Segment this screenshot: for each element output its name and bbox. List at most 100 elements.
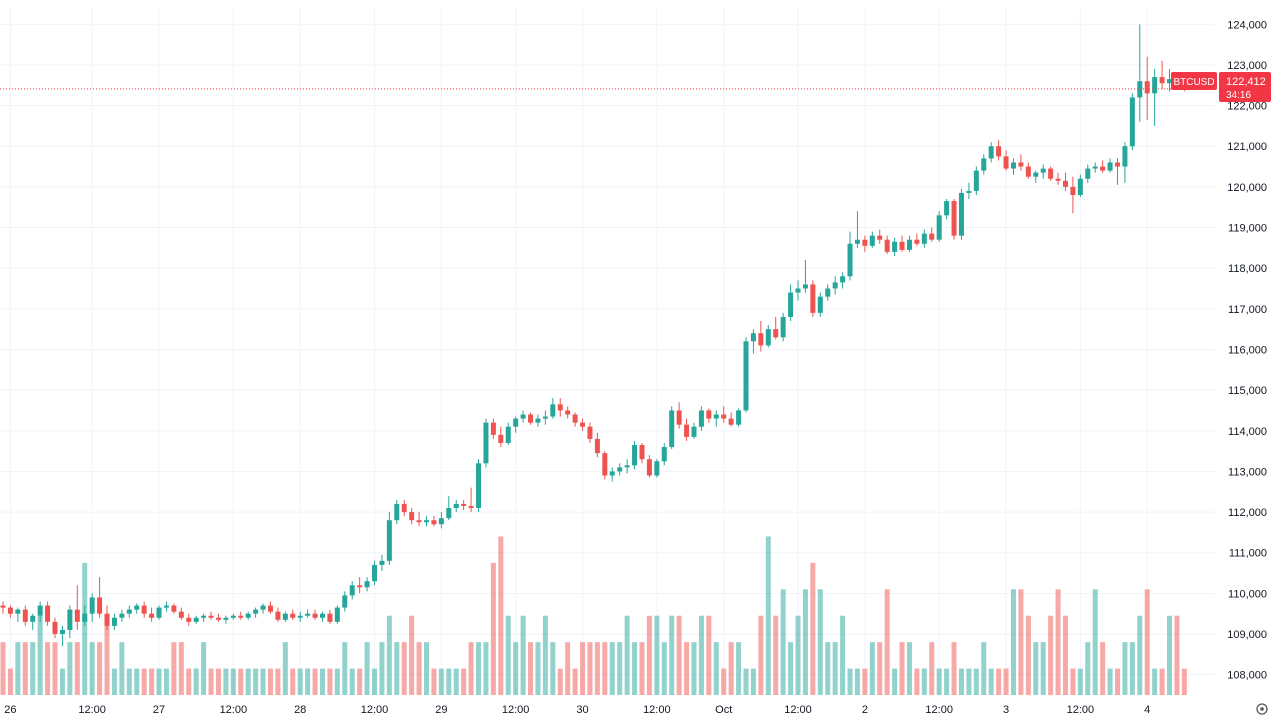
candle bbox=[208, 611, 214, 620]
candle bbox=[178, 607, 184, 620]
volume-bar bbox=[557, 668, 563, 695]
x-axis[interactable]: 26 12:00 27 12:00 28 12:00 29 12:00 30 12:00 Oct 12… bbox=[4, 704, 1150, 716]
volume-bar bbox=[490, 562, 496, 695]
candle bbox=[572, 412, 578, 427]
volume-bar bbox=[364, 642, 370, 695]
candle bbox=[22, 605, 28, 626]
candle bbox=[1167, 68, 1173, 92]
candle bbox=[1040, 164, 1046, 179]
candle bbox=[1062, 172, 1068, 191]
candle bbox=[951, 199, 957, 240]
candle bbox=[795, 280, 801, 301]
candle bbox=[1085, 164, 1091, 183]
volume-bar bbox=[988, 668, 994, 695]
volume-bar bbox=[178, 642, 184, 695]
volume-bar bbox=[74, 642, 80, 695]
candle bbox=[565, 406, 571, 419]
candle bbox=[698, 406, 704, 431]
x-tick-label: 12:00 bbox=[502, 704, 530, 716]
candle bbox=[342, 591, 348, 612]
volume-bar bbox=[431, 668, 437, 695]
volume-bar bbox=[386, 615, 392, 695]
volume-bar bbox=[468, 642, 474, 695]
x-tick-label: 12:00 bbox=[643, 704, 671, 716]
candle bbox=[193, 615, 199, 624]
candle bbox=[654, 459, 660, 478]
volume-bar bbox=[1107, 668, 1113, 695]
volume-bar bbox=[1129, 642, 1135, 695]
volume-bar bbox=[37, 615, 43, 695]
volume-bar bbox=[973, 668, 979, 695]
volume-bar bbox=[461, 668, 467, 695]
candle bbox=[1144, 56, 1150, 120]
candle bbox=[401, 499, 407, 517]
volume-bar bbox=[267, 668, 273, 695]
volume-bar bbox=[22, 642, 28, 695]
volume-bar bbox=[67, 642, 73, 695]
candle bbox=[230, 613, 236, 620]
candle bbox=[661, 442, 667, 466]
candle bbox=[74, 585, 80, 630]
candle bbox=[364, 577, 370, 592]
candle bbox=[446, 495, 452, 521]
candle bbox=[609, 467, 615, 482]
volume-bar bbox=[684, 642, 690, 695]
candle bbox=[1107, 158, 1113, 173]
settings-icon[interactable] bbox=[1256, 703, 1268, 715]
volume-bar bbox=[438, 668, 444, 695]
volume-bar bbox=[892, 668, 898, 695]
candle bbox=[840, 272, 846, 289]
volume-bar bbox=[134, 668, 140, 695]
volume-bar bbox=[609, 642, 615, 695]
candle bbox=[238, 611, 244, 620]
candle bbox=[215, 613, 221, 622]
candle bbox=[253, 607, 259, 618]
candle bbox=[906, 235, 912, 252]
candle bbox=[104, 605, 110, 630]
candle bbox=[1115, 158, 1120, 185]
candle bbox=[862, 235, 868, 252]
last-price-label: 122,412 bbox=[1226, 76, 1266, 88]
volume-bar bbox=[1115, 668, 1120, 695]
volume-bar bbox=[156, 668, 162, 695]
volume-bar bbox=[1085, 642, 1091, 695]
candle bbox=[617, 463, 623, 476]
candle bbox=[409, 508, 415, 525]
candle bbox=[223, 615, 229, 624]
volume-bar bbox=[542, 615, 548, 695]
candle bbox=[594, 432, 600, 458]
volume-bar bbox=[1062, 615, 1068, 695]
candle bbox=[832, 276, 838, 295]
y-axis[interactable]: 108,000 109,000 110,000 111,000 112,000 113,0… bbox=[1227, 19, 1267, 681]
volume-bar bbox=[981, 642, 987, 695]
candle bbox=[416, 512, 422, 527]
candle bbox=[914, 233, 920, 246]
volume-bar bbox=[1070, 668, 1076, 695]
candle bbox=[966, 182, 972, 200]
volume-bar bbox=[126, 668, 132, 695]
volume-bar bbox=[483, 642, 489, 695]
candle bbox=[89, 593, 95, 622]
volume-bar bbox=[840, 615, 846, 695]
volume-bar bbox=[788, 642, 794, 695]
volume-bar bbox=[817, 589, 823, 695]
volume-bar bbox=[453, 668, 459, 695]
volume-bar bbox=[208, 668, 214, 695]
candle bbox=[550, 398, 556, 419]
candle bbox=[134, 603, 140, 614]
candle bbox=[59, 625, 65, 647]
volume-bar bbox=[1100, 642, 1106, 695]
candle bbox=[936, 211, 942, 242]
candle bbox=[394, 499, 400, 525]
volume-bar bbox=[1167, 615, 1173, 695]
volume-bar bbox=[713, 642, 719, 695]
candle bbox=[691, 422, 697, 439]
volume-bar bbox=[424, 642, 430, 695]
volume-bar bbox=[394, 642, 400, 695]
volume-bar bbox=[319, 668, 325, 695]
x-tick-label: 12:00 bbox=[361, 704, 389, 716]
candle bbox=[476, 459, 482, 513]
candle bbox=[921, 229, 927, 248]
